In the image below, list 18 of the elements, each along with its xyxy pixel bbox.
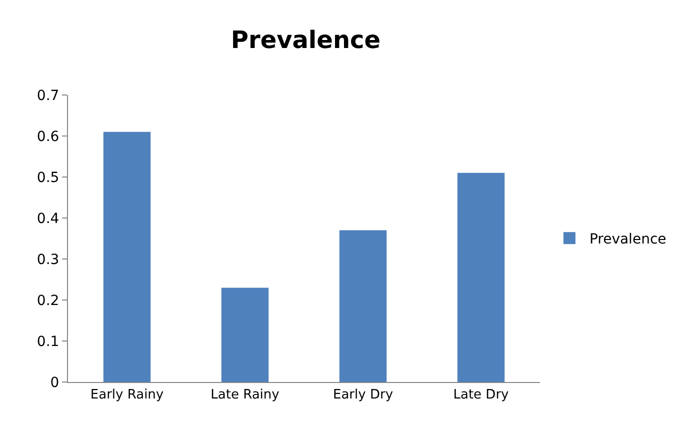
x-tick-label: Late Rainy: [210, 388, 280, 403]
y-tick-label: 0.7: [36, 88, 60, 104]
y-tick-label: 0.6: [36, 128, 60, 145]
y-tick-label: 0.2: [36, 292, 60, 309]
bar: [339, 230, 387, 382]
chart-title: Prevalence: [230, 26, 381, 54]
bar: [457, 172, 505, 382]
legend-label: Prevalence: [589, 232, 666, 248]
y-tick-label: 0.4: [36, 210, 60, 227]
bar: [103, 132, 151, 382]
x-tick-label: Early Dry: [332, 388, 394, 403]
y-tick-label: 0: [50, 374, 60, 391]
bar: [221, 288, 269, 382]
x-tick-label: Early Rainy: [90, 388, 164, 403]
y-tick-label: 0.1: [36, 334, 60, 350]
x-tick-label: Late Dry: [453, 388, 510, 403]
y-tick-label: 0.5: [36, 170, 60, 186]
y-tick-label: 0.3: [36, 252, 60, 268]
